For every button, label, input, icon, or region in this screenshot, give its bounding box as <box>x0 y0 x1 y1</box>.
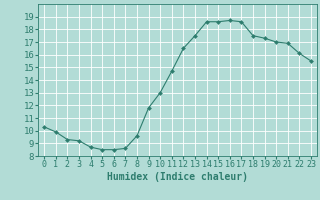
X-axis label: Humidex (Indice chaleur): Humidex (Indice chaleur) <box>107 172 248 182</box>
